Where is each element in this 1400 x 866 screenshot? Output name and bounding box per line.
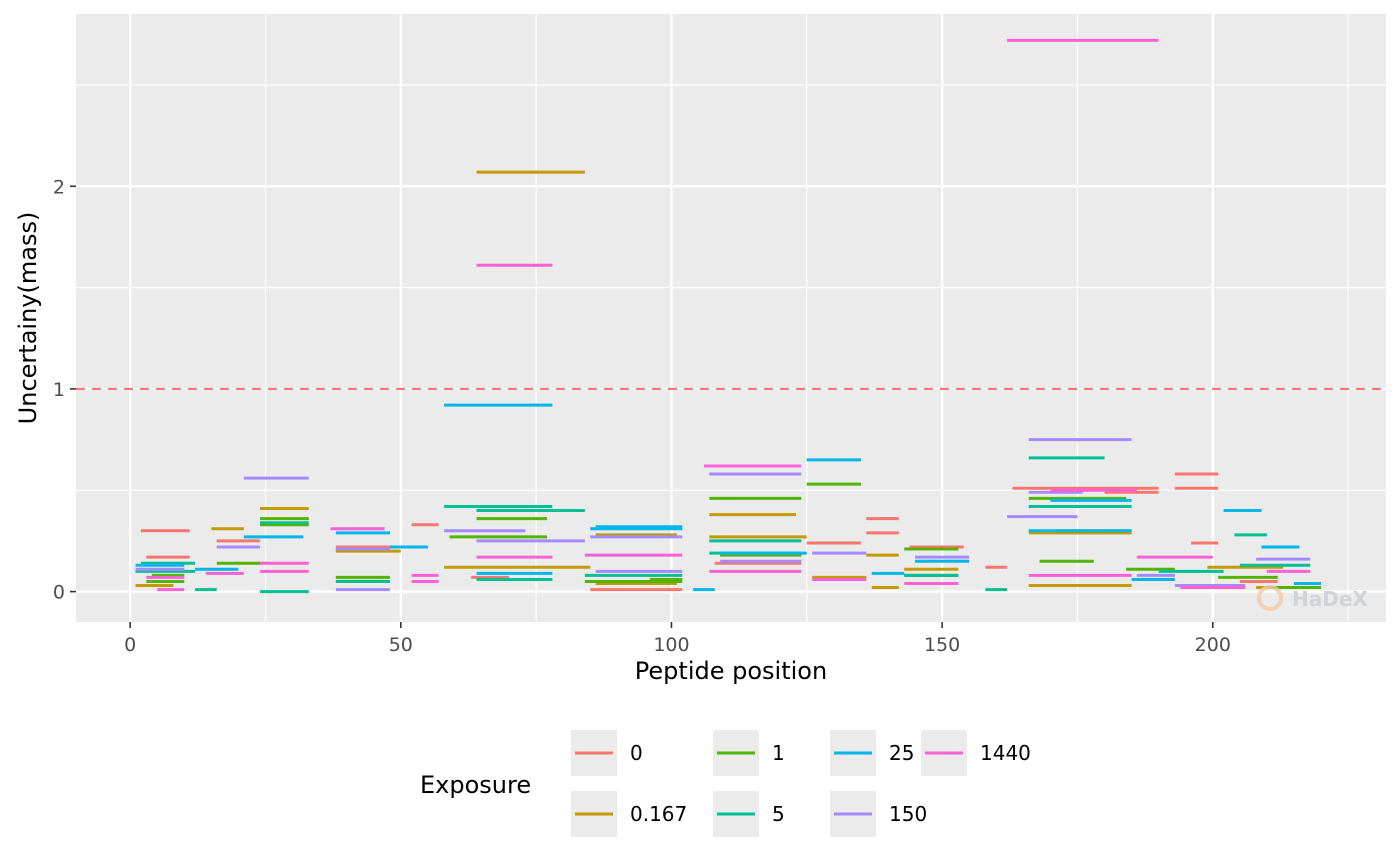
x-tick-label: 200 (1195, 634, 1231, 656)
axis-ticks (70, 185, 1214, 628)
x-tick-label: 50 (389, 634, 413, 656)
x-tick-label: 100 (653, 634, 689, 656)
legend-label: 0.167 (630, 802, 687, 826)
data-segments (135, 38, 1322, 594)
legend-label: 5 (772, 802, 785, 826)
legend-label: 25 (889, 741, 914, 765)
legend-item-1: 1 (713, 730, 785, 776)
y-tick-label: 1 (53, 379, 65, 401)
legend-item-150: 150 (830, 791, 927, 837)
series-150 (135, 438, 1311, 592)
legend-label: 0 (630, 741, 643, 765)
legend-item-0.167: 0.167 (571, 791, 687, 837)
legend-item-0: 0 (571, 730, 643, 776)
y-axis-title: Uncertainy(mass) (14, 212, 42, 425)
legend-item-25: 25 (830, 730, 914, 776)
watermark: HaDeX (1257, 585, 1368, 611)
x-axis-title: Peptide position (635, 657, 827, 685)
legend-item-5: 5 (713, 791, 785, 837)
legend-label: 1 (772, 741, 785, 765)
legend-label: 150 (889, 802, 927, 826)
series-25 (135, 403, 1322, 592)
y-tick-label: 2 (53, 176, 65, 198)
x-tick-label: 150 (924, 634, 960, 656)
x-tick-label: 0 (124, 634, 136, 656)
legend: Exposure 0 0.167 1 5 25 150 1440 (420, 730, 1031, 837)
legend-label: 1440 (980, 741, 1031, 765)
series-0 (140, 472, 1278, 592)
y-tick-label: 0 (53, 582, 65, 604)
plot-background (76, 14, 1386, 622)
legend-title: Exposure (420, 771, 531, 799)
watermark-logo-icon (1257, 585, 1283, 611)
tick-labels: 0 50 100 150 200 0 1 2 (53, 176, 1231, 656)
legend-item-1440: 1440 (921, 730, 1031, 776)
series-1440 (146, 38, 1311, 592)
grid-minor (76, 14, 1386, 622)
watermark-text: HaDeX (1292, 587, 1368, 611)
